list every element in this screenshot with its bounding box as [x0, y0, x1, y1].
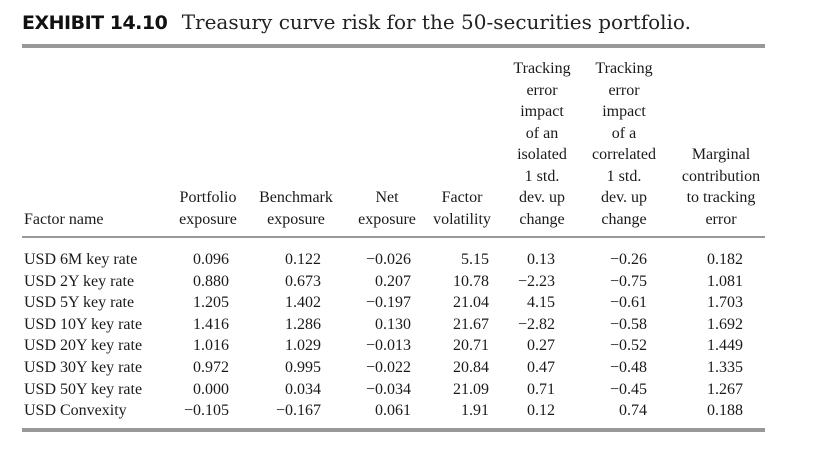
marginal-contribution-cell: 1.449	[707, 337, 743, 355]
benchmark-exposure-cell: 0.034	[285, 380, 321, 398]
net-exposure-cell: −0.013	[365, 337, 411, 355]
portfolio-exposure-cell: 0.096	[193, 251, 229, 268]
portfolio-exposure-cell: 0.972	[193, 358, 229, 376]
header-correlated-te-impact: Tracking error impact of a correlated 1 …	[592, 60, 656, 228]
correlated-impact-cell: −0.26	[609, 251, 647, 268]
factor-name-cell: USD 10Y key rate	[24, 315, 143, 333]
table-row: USD 5Y key rate 1.205 1.402 −0.197 21.04…	[0, 292, 816, 314]
header-factor-name: Factor name	[24, 210, 104, 228]
benchmark-exposure-cell: 1.286	[285, 315, 321, 333]
header-benchmark-exposure: Benchmark exposure	[259, 189, 333, 228]
benchmark-exposure-cell: 1.029	[285, 337, 321, 355]
factor-volatility-cell: 21.04	[453, 294, 489, 312]
net-exposure-cell: −0.026	[365, 251, 411, 268]
correlated-impact-cell: 0.74	[619, 402, 647, 420]
factor-volatility-cell: 5.15	[461, 251, 489, 268]
exhibit-caption: Treasury curve risk for the 50-securitie…	[181, 10, 691, 34]
exhibit-title: EXHIBIT 14.10 Treasury curve risk for th…	[22, 10, 782, 34]
factor-name-cell: USD 5Y key rate	[24, 294, 135, 312]
header-rule	[22, 236, 765, 238]
header-portfolio-exposure: Portfolio exposure	[179, 189, 237, 228]
benchmark-exposure-cell: −0.167	[275, 402, 321, 420]
table-row: USD 20Y key rate 1.016 1.029 −0.013 20.7…	[0, 335, 816, 357]
factor-volatility-cell: 20.71	[453, 337, 489, 355]
table-row: USD 30Y key rate 0.972 0.995 −0.022 20.8…	[0, 357, 816, 379]
factor-volatility-cell: 1.91	[461, 402, 489, 420]
correlated-impact-cell: −0.52	[609, 337, 647, 355]
isolated-impact-cell: 0.13	[527, 251, 555, 268]
marginal-contribution-cell: 1.267	[707, 380, 743, 398]
portfolio-exposure-cell: 0.000	[193, 380, 229, 398]
isolated-impact-cell: 0.71	[527, 380, 555, 398]
benchmark-exposure-cell: 1.402	[285, 294, 321, 312]
factor-name-cell: USD 2Y key rate	[24, 272, 135, 290]
marginal-contribution-cell: 0.182	[707, 251, 743, 268]
factor-name-cell: USD 50Y key rate	[24, 380, 143, 398]
factor-volatility-cell: 20.84	[453, 358, 489, 376]
header-marginal-contribution: Marginal contribution to tracking error	[681, 146, 761, 228]
marginal-contribution-cell: 1.081	[707, 272, 743, 290]
table-bottom-rule	[22, 428, 765, 432]
table-row: USD 10Y key rate 1.416 1.286 0.130 21.67…	[0, 314, 816, 336]
correlated-impact-cell: −0.61	[609, 294, 647, 312]
net-exposure-cell: −0.022	[365, 358, 411, 376]
header-net-exposure: Net exposure	[358, 189, 416, 228]
isolated-impact-cell: 0.12	[527, 402, 555, 420]
factor-volatility-cell: 21.67	[453, 315, 489, 333]
net-exposure-cell: −0.197	[365, 294, 411, 312]
portfolio-exposure-cell: −0.105	[183, 402, 229, 420]
factor-name-cell: USD 20Y key rate	[24, 337, 143, 355]
factor-volatility-cell: 21.09	[453, 380, 489, 398]
table-row: USD 2Y key rate 0.880 0.673 0.207 10.78 …	[0, 271, 816, 293]
net-exposure-cell: 0.207	[375, 272, 411, 290]
benchmark-exposure-cell: 0.995	[285, 358, 321, 376]
isolated-impact-cell: −2.23	[517, 272, 555, 290]
header-factor-volatility: Factor volatility	[433, 189, 491, 228]
correlated-impact-cell: −0.58	[609, 315, 647, 333]
isolated-impact-cell: 0.27	[527, 337, 555, 355]
net-exposure-cell: 0.130	[375, 315, 411, 333]
portfolio-exposure-cell: 1.416	[193, 315, 229, 333]
factor-volatility-cell: 10.78	[453, 272, 489, 290]
net-exposure-cell: 0.061	[375, 402, 411, 420]
marginal-contribution-cell: 1.335	[707, 358, 743, 376]
table-row: USD 6M key rate 0.096 0.122 −0.026 5.15 …	[0, 249, 816, 271]
factor-name-cell: USD 6M key rate	[24, 251, 138, 268]
isolated-impact-cell: 0.47	[527, 358, 555, 376]
factor-name-cell: USD 30Y key rate	[24, 358, 143, 376]
exhibit-label: EXHIBIT 14.10	[22, 12, 168, 34]
table-body: USD 6M key rate 0.096 0.122 −0.026 5.15 …	[0, 249, 816, 422]
portfolio-exposure-cell: 1.205	[193, 294, 229, 312]
isolated-impact-cell: 4.15	[527, 294, 555, 312]
marginal-contribution-cell: 1.692	[707, 315, 743, 333]
table-row: USD Convexity −0.105 −0.167 0.061 1.91 0…	[0, 400, 816, 422]
table-top-rule	[22, 44, 765, 48]
portfolio-exposure-cell: 1.016	[193, 337, 229, 355]
marginal-contribution-cell: 0.188	[707, 402, 743, 420]
marginal-contribution-cell: 1.703	[707, 294, 743, 312]
benchmark-exposure-cell: 0.673	[285, 272, 321, 290]
net-exposure-cell: −0.034	[365, 380, 411, 398]
factor-name-cell: USD Convexity	[24, 402, 127, 420]
correlated-impact-cell: −0.45	[609, 380, 647, 398]
table-row: USD 50Y key rate 0.000 0.034 −0.034 21.0…	[0, 379, 816, 401]
isolated-impact-cell: −2.82	[517, 315, 555, 333]
benchmark-exposure-cell: 0.122	[285, 251, 321, 268]
portfolio-exposure-cell: 0.880	[193, 272, 229, 290]
correlated-impact-cell: −0.48	[609, 358, 647, 376]
correlated-impact-cell: −0.75	[609, 272, 647, 290]
header-isolated-te-impact: Tracking error impact of an isolated 1 s…	[513, 60, 571, 228]
